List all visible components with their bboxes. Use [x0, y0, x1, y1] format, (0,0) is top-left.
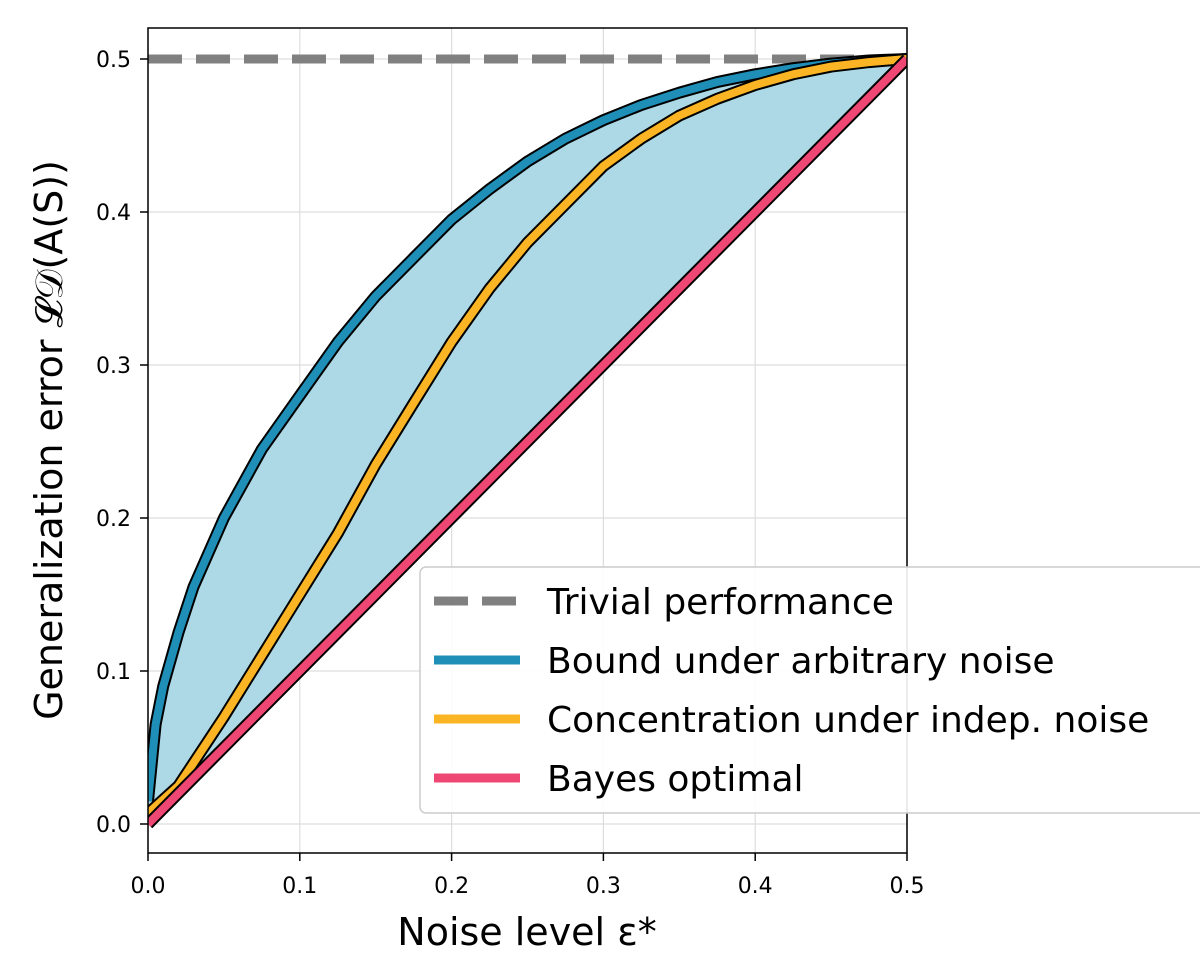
legend-label-bayes-optimal: Bayes optimal [547, 759, 804, 800]
x-tick-label: 0.0 [131, 874, 166, 899]
plot-frame [147, 27, 908, 854]
series-bound-under-arbitrary-noise [148, 55, 907, 802]
y-axis-label: Generalization error 𝓛𝒟(A(S)) [27, 160, 71, 720]
axis-ticks: 0.0 0.1 0.2 0.3 0.4 0.5 0.0 0.1 0.2 0.3 0.4 0.5 [96, 48, 925, 899]
x-tick-label: 0.1 [282, 874, 317, 899]
series-bayes-optimal [148, 56, 907, 827]
y-tick-label: 0.4 [96, 201, 131, 226]
legend: Trivial performance Bound under arbitrary… [419, 566, 1200, 814]
y-tick-label: 0.5 [96, 48, 131, 73]
x-tick-label: 0.3 [586, 874, 621, 899]
series-concentration-under-indep-noise [148, 55, 907, 817]
plot-area [148, 53, 907, 829]
legend-label-bound-under-arbitrary-noise: Bound under arbitrary noise [547, 641, 1055, 682]
legend-box [419, 566, 1200, 814]
y-tick-label: 0.0 [96, 813, 131, 838]
x-tick-label: 0.4 [738, 874, 773, 899]
y-tick-label: 0.2 [96, 507, 131, 532]
legend-label-trivial-performance: Trivial performance [546, 582, 894, 623]
x-tick-label: 0.2 [434, 874, 469, 899]
legend-label-concentration-under-indep-noise: Concentration under indep. noise [547, 700, 1149, 741]
x-axis-label: Noise level ε* [397, 910, 656, 954]
x-tick-label: 0.5 [890, 874, 925, 899]
y-tick-label: 0.3 [96, 354, 131, 379]
y-tick-label: 0.1 [96, 660, 131, 685]
